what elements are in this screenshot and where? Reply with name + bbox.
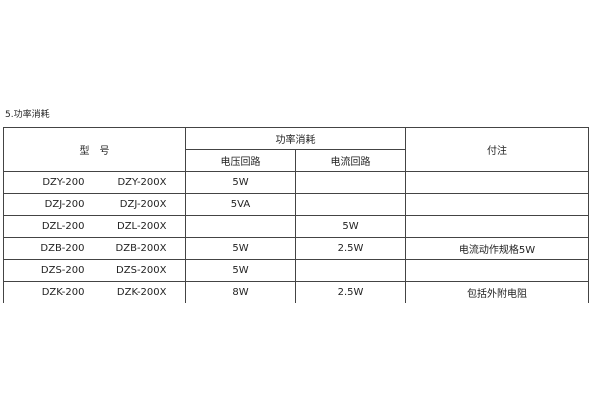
model-name-x: DZY-200X — [117, 177, 167, 188]
cell-model: DZK-200 DZK-200X — [3, 281, 186, 303]
model-name-x: DZS-200X — [116, 265, 167, 276]
cell-note: 包括外附电阻 — [405, 281, 589, 303]
table-row: DZL-200 DZL-200X 5W — [3, 215, 589, 238]
cell-current: 5W — [295, 215, 406, 238]
cell-note: 电流动作规格5W — [405, 237, 589, 260]
cell-model: DZS-200 DZS-200X — [3, 259, 186, 282]
cell-current: 2.5W — [295, 237, 406, 260]
cell-current — [295, 171, 406, 194]
cell-voltage: 5VA — [185, 193, 296, 216]
cell-model: DZJ-200 DZJ-200X — [3, 193, 186, 216]
cell-voltage: 5W — [185, 171, 296, 194]
cell-model: DZY-200 DZY-200X — [3, 171, 186, 194]
table-row: DZB-200 DZB-200X 5W 2.5W 电流动作规格5W — [3, 237, 589, 260]
header-note: 付注 — [405, 127, 589, 172]
cell-note — [405, 171, 589, 194]
cell-current — [295, 259, 406, 282]
header-current: 电流回路 — [295, 149, 406, 172]
header-model: 型 号 — [3, 127, 186, 172]
cell-current: 2.5W — [295, 281, 406, 303]
model-name: DZK-200 — [41, 287, 85, 298]
header-row: 型 号 功率消耗 付注 — [3, 127, 589, 172]
cell-note — [405, 215, 589, 238]
model-name: DZY-200 — [42, 177, 85, 188]
model-name-x: DZL-200X — [117, 221, 167, 232]
table-row: DZK-200 DZK-200X 8W 2.5W 包括外附电阻 — [3, 281, 589, 303]
header-power: 功率消耗 — [185, 127, 406, 150]
table-row: DZS-200 DZS-200X 5W — [3, 259, 589, 282]
cell-current — [295, 193, 406, 216]
section-title: 5.功率消耗 — [5, 110, 50, 120]
model-name: DZS-200 — [40, 265, 85, 276]
cell-note — [405, 259, 589, 282]
table-row: DZJ-200 DZJ-200X 5VA — [3, 193, 589, 216]
cell-voltage — [185, 215, 296, 238]
model-name-x: DZK-200X — [116, 287, 167, 298]
subheader-row: 电压回路 电流回路 — [4, 149, 589, 172]
model-name-x: DZB-200X — [115, 243, 167, 254]
cell-voltage: 5W — [185, 237, 296, 260]
cell-voltage: 5W — [185, 259, 296, 282]
cell-voltage: 8W — [185, 281, 296, 303]
header-voltage: 电压回路 — [185, 149, 296, 172]
model-name: DZL-200 — [41, 221, 85, 232]
cell-model: DZB-200 DZB-200X — [3, 237, 186, 260]
model-name-x: DZJ-200X — [119, 199, 167, 210]
model-name: DZJ-200 — [44, 199, 85, 210]
table-row: DZY-200 DZY-200X 5W — [3, 171, 589, 194]
model-name: DZB-200 — [40, 243, 85, 254]
power-consumption-table: 型 号 功率消耗 付注 电压回路 电流回路 DZY-200 DZY-200X 5W… — [3, 127, 589, 303]
cell-model: DZL-200 DZL-200X — [3, 215, 186, 238]
cell-note — [405, 193, 589, 216]
